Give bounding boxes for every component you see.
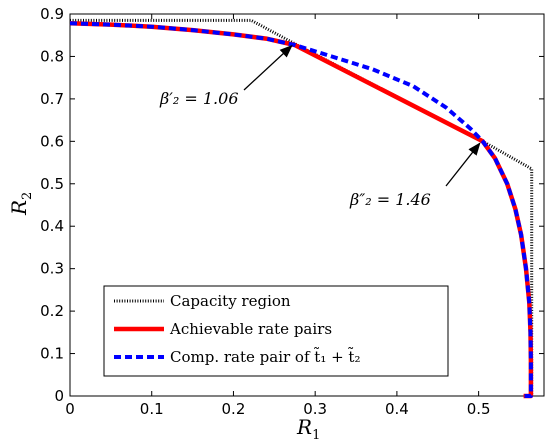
y-axis-label: R2 [7,192,35,216]
legend-label: Achievable rate pairs [169,320,332,338]
y-tick-label: 0.2 [40,302,64,320]
y-tick-label: 0.4 [40,217,64,235]
y-tick-label: 0.9 [40,5,64,23]
plot-frame [69,13,545,397]
legend-label: Comp. rate pair of t̃₁ + t̃₂ [170,347,360,366]
annotation-label: β″₂ = 1.46 [349,190,431,209]
y-tick-label: 0.7 [40,90,64,108]
comp-rate-pair-line [69,21,533,398]
x-tick-label: 0.2 [222,400,246,418]
x-tick-label: 0.4 [385,400,409,418]
y-tick-label: 0.6 [40,132,64,150]
x-tick-label: 0 [65,400,75,418]
y-tick-label: 0.3 [40,260,64,278]
capacity-region-line [70,18,534,396]
x-tick-label: 0.5 [467,400,491,418]
x-tick-label: 0.1 [140,400,164,418]
annotation-label: β′₂ = 1.06 [159,89,239,108]
y-tick-label: 0.5 [40,175,64,193]
annotation-arrow [445,142,481,187]
x-axis-label: R1 [296,415,320,443]
y-tick-label: 0.1 [40,345,64,363]
y-tick-label: 0 [54,387,64,405]
y-tick-label: 0.8 [40,47,64,65]
legend-label: Capacity region [170,292,291,310]
annotation-arrow [243,44,293,91]
x-tick-label: 0.3 [303,400,327,418]
